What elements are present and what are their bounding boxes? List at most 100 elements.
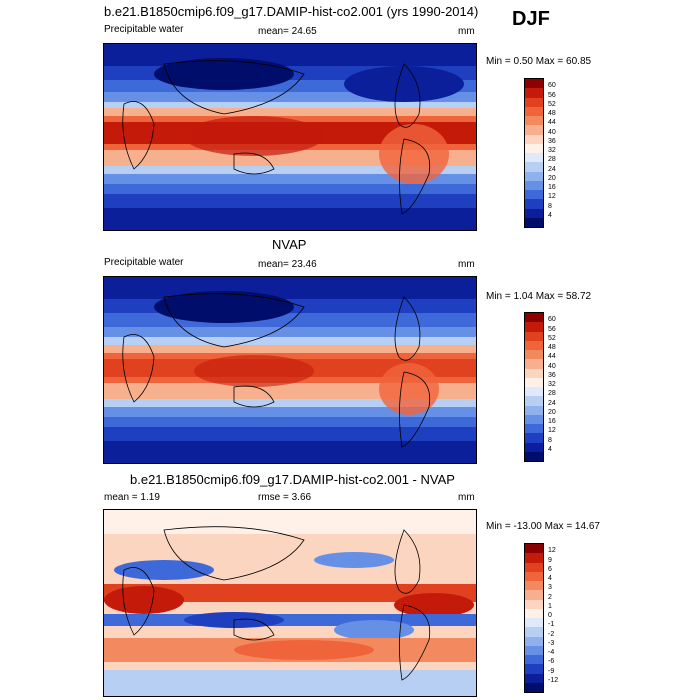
panel2-colorbar-swatch — [525, 368, 543, 378]
panel1-colorbar-swatch — [525, 153, 543, 163]
panel1-colorbar-swatch — [525, 208, 543, 218]
panel2-colorbar-swatch — [525, 377, 543, 387]
panel2-colorbar-swatch — [525, 359, 543, 369]
panel1-colorbar-swatch — [525, 180, 543, 190]
panel2-colorbar-swatch — [525, 433, 543, 443]
panel2-colorbar-tick-label: 12 — [548, 427, 556, 435]
panel2-colorbar-swatch — [525, 350, 543, 360]
panel3-mean-label: mean = 1.19 — [104, 492, 160, 503]
panel3-colorbar-tick-label: 2 — [548, 593, 552, 601]
panel3-colorbar-tick-label: -6 — [548, 658, 555, 666]
panel1-colorbar-tick-label: 32 — [548, 147, 556, 154]
panel1-colorbar-tick-label: 8 — [548, 202, 552, 210]
panel3-colorbar-tick-label: -3 — [548, 639, 555, 647]
panel2-colorbar-tick-label: 44 — [548, 353, 556, 361]
panel1-colorbar-swatch — [525, 171, 543, 181]
panel3-colorbar-tick-label: 12 — [548, 547, 556, 555]
panel2-colorbar-tick-label: 4 — [548, 445, 552, 453]
panel3-colorbar-swatch — [525, 627, 543, 637]
panel3-colorbar-swatch — [525, 655, 543, 665]
panel2-colorbar-swatch — [525, 442, 543, 452]
panel1-colorbar-tick-label: 36 — [548, 137, 556, 145]
panel2-colorbar-tick-label: 52 — [548, 334, 556, 342]
panel3-colorbar-swatch — [525, 682, 543, 692]
panel1-map-field — [104, 44, 476, 230]
panel2-colorbar-tick-label: 8 — [548, 436, 552, 444]
panel3-colorbar-tick-label: 4 — [548, 575, 552, 582]
panel3-colorbar-tick-label: -1 — [548, 621, 555, 629]
season-label: DJF — [512, 8, 550, 30]
panel2-colorbar-swatch — [525, 387, 543, 397]
panel3-colorbar-tick-label: -9 — [548, 667, 555, 675]
panel1-colorbar-tick-label: 52 — [548, 100, 556, 108]
panel1-colorbar-swatch — [525, 97, 543, 107]
panel2-mean-label: mean= 23.46 — [258, 259, 317, 270]
panel2-map-field — [104, 277, 476, 463]
panel2-colorbar-swatch — [525, 414, 543, 424]
panel3-colorbar-swatch — [525, 562, 543, 572]
panel3-title: b.e21.B1850cmip6.f09_g17.DAMIP-hist-co2.… — [130, 472, 455, 487]
panel2-colorbar — [524, 312, 544, 462]
panel1-colorbar-tick-label: 56 — [548, 91, 556, 99]
panel1-colorbar-tick-label: 24 — [548, 165, 556, 173]
panel2-colorbar-swatch — [525, 313, 543, 323]
panel3-colorbar-swatch — [525, 618, 543, 628]
panel1-title: b.e21.B1850cmip6.f09_g17.DAMIP-hist-co2.… — [104, 4, 479, 19]
panel2-colorbar-tick-label: 48 — [548, 344, 556, 351]
panel1-colorbar-swatch — [525, 88, 543, 98]
panel1-colorbar-swatch — [525, 190, 543, 200]
panel1-colorbar-tick-label: 28 — [548, 156, 556, 164]
panel1-map — [103, 43, 477, 231]
panel2-colorbar-swatch — [525, 331, 543, 341]
panel1-minmax: Min = 0.50 Max = 60.85 — [486, 56, 592, 67]
panel3-colorbar-tick-label: 1 — [548, 602, 552, 610]
panel2-colorbar-tick-label: 36 — [548, 371, 556, 379]
panel1-colorbar-tick-label: 60 — [548, 82, 556, 90]
panel3-colorbar-tick-label: -4 — [548, 649, 555, 656]
panel2-colorbar-swatch — [525, 396, 543, 406]
panel2-colorbar-tick-label: 16 — [548, 418, 556, 425]
panel1-units: mm — [458, 26, 475, 37]
panel3-colorbar-tick-label: -2 — [548, 630, 555, 638]
panel2-colorbar-swatch — [525, 424, 543, 434]
panel1-colorbar-swatch — [525, 106, 543, 116]
panel3-units: mm — [458, 492, 475, 503]
panel2-map — [103, 276, 477, 464]
panel3-colorbar-swatch — [525, 581, 543, 591]
panel2-title: NVAP — [272, 237, 307, 252]
panel3-rmse-label: rmse = 3.66 — [258, 492, 312, 503]
panel3-minmax: Min = -13.00 Max = 14.67 — [486, 521, 600, 532]
panel1-colorbar-swatch — [525, 125, 543, 135]
panel3-colorbar — [524, 543, 544, 693]
panel1-colorbar-swatch — [525, 79, 543, 89]
panel3-colorbar-swatch — [525, 553, 543, 563]
panel3-colorbar-swatch — [525, 645, 543, 655]
panel1-colorbar-tick-label: 16 — [548, 184, 556, 191]
panel2-colorbar-tick-label: 24 — [548, 399, 556, 407]
panel3-colorbar-tick-label: -12 — [548, 676, 559, 684]
panel1-colorbar — [524, 78, 544, 228]
panel1-colorbar-swatch — [525, 217, 543, 227]
panel3-colorbar-tick-label: 0 — [548, 612, 552, 619]
panel1-colorbar-swatch — [525, 162, 543, 172]
panel1-colorbar-swatch — [525, 143, 543, 153]
panel1-colorbar-swatch — [525, 116, 543, 126]
panel3-colorbar-tick-label: 6 — [548, 565, 552, 573]
panel2-units: mm — [458, 259, 475, 270]
panel1-colorbar-tick-label: 12 — [548, 193, 556, 201]
panel1-colorbar-tick-label: 4 — [548, 211, 552, 219]
panel3-colorbar-swatch — [525, 673, 543, 683]
panel2-variable-label: Precipitable water — [104, 257, 184, 268]
panel1-colorbar-tick-label: 48 — [548, 110, 556, 117]
panel2-colorbar-tick-label: 60 — [548, 316, 556, 324]
panel3-colorbar-swatch — [525, 636, 543, 646]
panel3-colorbar-swatch — [525, 590, 543, 600]
panel1-colorbar-swatch — [525, 134, 543, 144]
panel3-colorbar-swatch — [525, 664, 543, 674]
panel2-colorbar-swatch — [525, 451, 543, 461]
panel1-colorbar-tick-label: 40 — [548, 128, 556, 136]
panel3-colorbar-swatch — [525, 571, 543, 581]
panel2-colorbar-tick-label: 56 — [548, 325, 556, 333]
panel1-mean-label: mean= 24.65 — [258, 26, 317, 37]
panel2-colorbar-tick-label: 20 — [548, 408, 556, 416]
